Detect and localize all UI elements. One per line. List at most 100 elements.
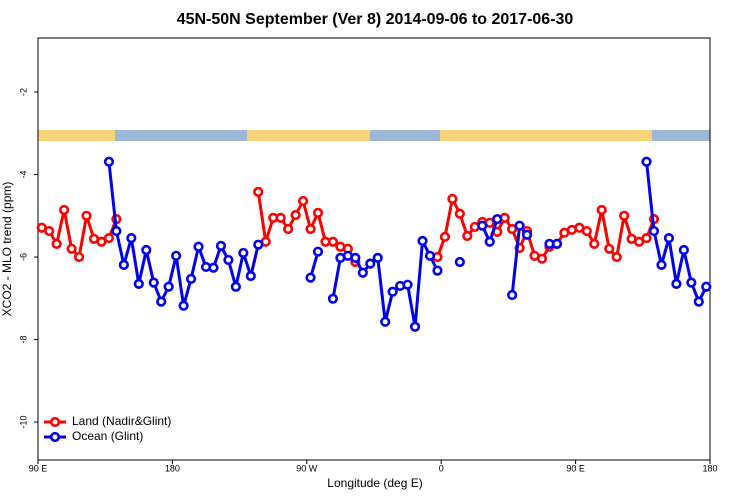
data-point bbox=[365, 258, 376, 269]
data-point bbox=[44, 225, 55, 237]
data-point bbox=[596, 204, 607, 216]
data-point bbox=[245, 270, 256, 282]
data-point bbox=[604, 243, 615, 254]
data-point bbox=[215, 240, 227, 252]
legend-label: Land (Nadir&Glint) bbox=[72, 414, 171, 428]
x-tick-label: 180 bbox=[702, 463, 717, 473]
data-point bbox=[477, 220, 488, 231]
x-tick-label: 90 E bbox=[566, 463, 585, 473]
data-point bbox=[536, 253, 548, 264]
data-point bbox=[611, 251, 622, 263]
data-point bbox=[66, 243, 77, 254]
chart-title: 45N-50N September (Ver 8) 2014-09-06 to … bbox=[177, 11, 574, 28]
data-point bbox=[126, 232, 137, 244]
data-point bbox=[619, 210, 630, 221]
data-point bbox=[163, 281, 174, 292]
data-point bbox=[156, 296, 167, 307]
data-point bbox=[230, 281, 241, 292]
data-point bbox=[693, 296, 704, 307]
data-point bbox=[648, 225, 660, 237]
x-tick-label: 180 bbox=[165, 463, 180, 473]
data-point bbox=[424, 250, 436, 261]
data-point bbox=[238, 247, 249, 259]
data-point bbox=[507, 289, 518, 301]
y-tick-label: -4 bbox=[18, 171, 28, 179]
data-point bbox=[103, 232, 115, 244]
data-point bbox=[454, 256, 465, 268]
data-point bbox=[492, 213, 503, 225]
data-point bbox=[454, 208, 465, 219]
data-point bbox=[686, 277, 697, 288]
data-point bbox=[305, 272, 316, 283]
data-point bbox=[671, 278, 682, 289]
data-point bbox=[111, 225, 122, 237]
data-point bbox=[439, 231, 451, 242]
data-point bbox=[275, 212, 286, 223]
data-point bbox=[656, 259, 667, 270]
y-tick-label: -8 bbox=[18, 336, 28, 344]
data-point bbox=[432, 265, 443, 276]
data-point bbox=[701, 281, 712, 292]
legend-marker bbox=[49, 431, 61, 443]
x-tick-label: 90 E bbox=[29, 463, 48, 473]
data-point bbox=[551, 238, 563, 249]
y-tick-label: -10 bbox=[18, 416, 28, 429]
data-point bbox=[297, 195, 309, 207]
data-point bbox=[223, 254, 234, 266]
data-point bbox=[417, 235, 428, 247]
data-point bbox=[514, 220, 525, 231]
legend-marker bbox=[49, 416, 61, 428]
data-point bbox=[253, 239, 264, 250]
data-point bbox=[521, 229, 533, 240]
land-ocean-strip bbox=[38, 130, 710, 141]
data-point bbox=[589, 238, 600, 249]
x-tick-label: 0 bbox=[439, 463, 444, 473]
data-point bbox=[81, 210, 92, 221]
data-point bbox=[133, 278, 144, 289]
data-point bbox=[290, 209, 301, 221]
data-point bbox=[73, 251, 85, 263]
x-axis-label: Longitude (deg E) bbox=[327, 476, 422, 490]
data-point bbox=[283, 223, 294, 235]
data-point bbox=[380, 316, 391, 327]
data-point bbox=[253, 186, 264, 197]
data-point bbox=[327, 236, 339, 247]
data-point bbox=[350, 252, 361, 263]
plot-frame bbox=[37, 37, 711, 461]
data-point bbox=[387, 286, 398, 297]
data-point bbox=[178, 300, 189, 311]
data-point bbox=[372, 252, 383, 263]
data-point bbox=[402, 279, 413, 290]
data-point bbox=[357, 267, 368, 278]
x-tick-label: 90 W bbox=[296, 463, 318, 473]
y-tick-label: -6 bbox=[18, 253, 28, 261]
data-point bbox=[193, 241, 204, 252]
data-point bbox=[51, 238, 62, 249]
data-point bbox=[96, 236, 107, 247]
data-point bbox=[59, 204, 70, 216]
data-point bbox=[185, 273, 197, 285]
data-point bbox=[678, 244, 689, 256]
data-point bbox=[141, 244, 152, 256]
data-point bbox=[641, 232, 652, 244]
y-axis-label: XCO2 - MLO trend (ppm) bbox=[0, 182, 14, 317]
data-point bbox=[484, 236, 495, 247]
data-point bbox=[312, 207, 324, 219]
legend-label: Ocean (Glint) bbox=[72, 429, 143, 443]
data-point bbox=[118, 259, 129, 270]
data-point bbox=[305, 223, 316, 235]
data-point bbox=[327, 293, 339, 304]
data-point bbox=[171, 250, 182, 261]
data-point bbox=[208, 262, 219, 273]
data-point bbox=[633, 236, 645, 247]
data-point bbox=[663, 232, 675, 244]
data-point bbox=[462, 230, 473, 242]
data-point bbox=[103, 156, 115, 167]
data-point bbox=[409, 321, 421, 332]
data-point bbox=[312, 246, 324, 257]
data-point bbox=[641, 156, 652, 167]
data-point bbox=[581, 225, 592, 237]
y-tick-label: -2 bbox=[18, 88, 28, 96]
data-point bbox=[447, 193, 458, 204]
